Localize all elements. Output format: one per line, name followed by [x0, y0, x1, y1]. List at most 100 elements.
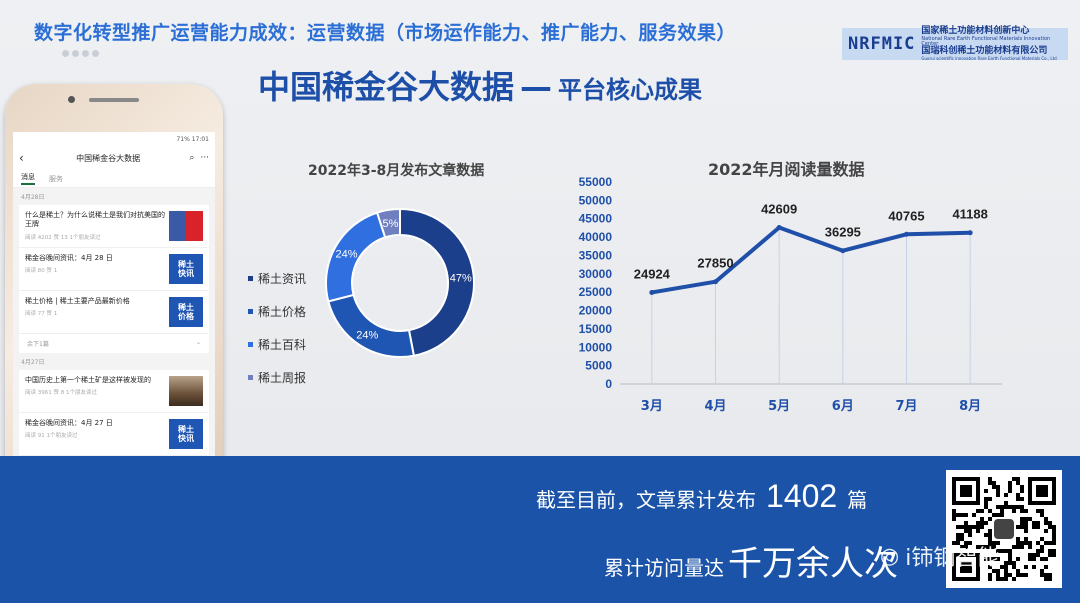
qr-module [1040, 537, 1044, 541]
qr-module [1040, 545, 1044, 549]
search-icon[interactable]: ⌕ [189, 153, 195, 163]
logo-line1: 国家稀土功能材料创新中心 [921, 26, 1030, 37]
qr-module [1024, 521, 1028, 525]
qr-module [1012, 505, 1016, 509]
y-tick-label: 30000 [579, 267, 613, 281]
line-title: 2022年月阅读量数据 [708, 160, 865, 179]
qr-module [1016, 481, 1020, 485]
article-title: 什么是稀土？为什么说稀土是我们对抗美国的王牌 [25, 211, 165, 229]
qr-module [1040, 549, 1044, 553]
qr-module [972, 513, 976, 517]
qr-module [1028, 553, 1032, 557]
article-title: 稀土价格 | 稀土主要产品最新价格 [25, 297, 130, 305]
qr-module [964, 541, 968, 545]
qr-center-logo [994, 519, 1014, 539]
qr-module [1008, 561, 1012, 565]
article-count: 1402 [766, 478, 838, 514]
qr-module [1008, 549, 1012, 553]
list-item[interactable]: 稀土价格 | 稀土主要产品最新价格 阅读 77 赞 1 稀土 价格 [19, 291, 209, 334]
page-dots [62, 50, 99, 57]
data-point [649, 289, 655, 295]
legend-swatch [248, 309, 253, 314]
qr-module [988, 509, 992, 513]
qr-module [1040, 513, 1044, 517]
qr-module [976, 525, 980, 529]
legend-label: 稀土百科 [258, 338, 307, 352]
qr-module [1020, 489, 1024, 493]
logo: NRFMIC 国家稀土功能材料创新中心 National Rare Earth … [842, 26, 1068, 60]
article-thumbnail [169, 211, 203, 241]
qr-module [1036, 525, 1040, 529]
qr-module [964, 513, 968, 517]
qr-module [1008, 573, 1012, 577]
qr-module [1036, 541, 1040, 545]
qr-module [1024, 529, 1028, 533]
qr-module [1032, 553, 1036, 557]
more-articles-label: 余下1篇 [27, 341, 49, 348]
qr-module [1040, 573, 1044, 577]
back-icon[interactable]: ‹ [19, 151, 24, 165]
line-chart: 5500050000450004000035000300002500020000… [579, 175, 1002, 414]
x-tick-label: 8月 [959, 399, 981, 414]
article-count-prefix: 截至目前，文章累计发布 [536, 488, 756, 512]
qr-module [988, 541, 992, 545]
qr-module [1048, 521, 1052, 525]
thumb-label: 价格 [178, 312, 194, 321]
list-item[interactable]: 稀金谷晚间资讯：4月 27 日阅读 91 1个朋友读过 稀土 快讯 [19, 413, 209, 456]
qr-module [984, 557, 988, 561]
legend-label: 稀土资讯 [258, 272, 307, 286]
qr-module [1036, 521, 1040, 525]
qr-module [1024, 573, 1028, 577]
qr-module [1044, 517, 1048, 521]
qr-module [956, 513, 960, 517]
qr-finder [1036, 485, 1048, 497]
qr-module [1044, 557, 1048, 561]
qr-module [1016, 569, 1020, 573]
tab-services[interactable]: 服务 [49, 174, 63, 183]
qr-module [992, 569, 996, 573]
list-item[interactable]: 中国历史上第一个稀土矿是这样被发现的 阅读 3961 赞 8 1个朋友读过 [19, 370, 209, 413]
data-point [967, 230, 973, 236]
more-articles[interactable]: 余下1篇 ⌄ [19, 334, 209, 353]
watermark: ◎ i铈钢智能 [880, 540, 999, 572]
qr-module [1052, 529, 1056, 533]
more-icon[interactable]: ··· [200, 153, 209, 163]
qr-module [988, 517, 992, 521]
qr-module [960, 537, 964, 541]
qr-module [1012, 565, 1016, 569]
donut-label-2: 24% [356, 330, 378, 342]
legend-label: 稀土价格 [258, 305, 307, 319]
y-tick-label: 15000 [579, 322, 613, 336]
qr-module [996, 489, 1000, 493]
donut-label-4: 5% [383, 218, 399, 230]
qr-module [1000, 577, 1004, 581]
qr-code-image [952, 477, 1056, 581]
qr-module [1000, 509, 1004, 513]
thumb-label: 快讯 [178, 269, 194, 278]
y-tick-label: 35000 [579, 248, 613, 262]
qr-module [1016, 477, 1020, 481]
qr-module [1004, 561, 1008, 565]
qr-module [1028, 545, 1032, 549]
qr-module [1024, 525, 1028, 529]
tab-messages[interactable]: 消息 [21, 172, 35, 185]
phone-screen: 71% 17:01 ‹ 中国稀金谷大数据 ⌕ ··· 消息 服务 4月28日 什么… [13, 132, 215, 498]
qr-module [1028, 557, 1032, 561]
qr-code [946, 470, 1062, 588]
data-label: 27850 [697, 256, 733, 271]
qr-module [1036, 509, 1040, 513]
qr-module [1024, 537, 1028, 541]
qr-module [1004, 577, 1008, 581]
article-count-suffix: 篇 [847, 488, 868, 512]
qr-module [1020, 545, 1024, 549]
legend-swatch [248, 375, 253, 380]
list-item[interactable]: 稀金谷晚间资讯：4月 28 日阅读 80 赞 1 稀土 快讯 [19, 248, 209, 291]
qr-module [1004, 501, 1008, 505]
qr-module [988, 533, 992, 537]
qr-module [988, 481, 992, 485]
y-tick-label: 20000 [579, 304, 613, 318]
qr-module [976, 509, 980, 513]
list-item[interactable]: 什么是稀土？为什么说稀土是我们对抗美国的王牌 阅读 4202 赞 13 1个朋友读… [19, 205, 209, 248]
donut-slice-4 [375, 207, 401, 239]
legend-entry: 稀土资讯 [248, 262, 306, 295]
